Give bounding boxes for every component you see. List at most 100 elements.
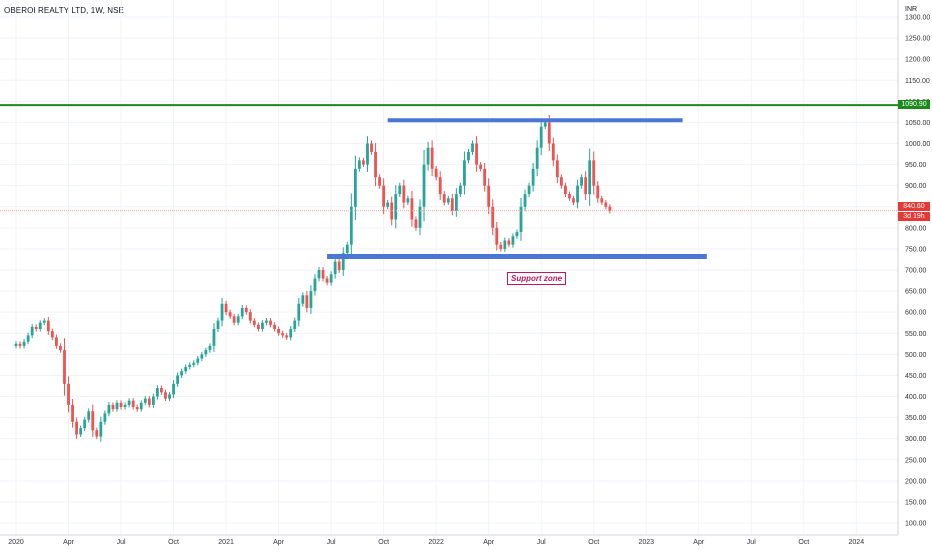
candle-body xyxy=(463,160,466,186)
candle-body xyxy=(301,295,305,304)
x-tick-label: Jul xyxy=(117,539,126,546)
candle-body xyxy=(103,413,107,422)
candle-body xyxy=(55,337,58,346)
y-tick-label: 350.00 xyxy=(905,415,927,422)
candle-body xyxy=(79,428,83,435)
x-tick-label: Oct xyxy=(798,539,809,546)
candle-body xyxy=(337,261,341,270)
candle-body xyxy=(450,198,454,211)
candle-body xyxy=(475,143,478,165)
y-tick-label: 250.00 xyxy=(905,457,927,464)
x-tick-label: Oct xyxy=(588,539,599,546)
candle-body xyxy=(265,320,268,323)
candle-body xyxy=(588,160,592,195)
candle-body xyxy=(236,316,240,323)
candle-body xyxy=(515,232,519,237)
candle-body xyxy=(414,219,418,228)
y-tick-label: 1150.00 xyxy=(905,78,930,85)
candle-body xyxy=(483,168,487,186)
candle-body xyxy=(398,185,402,195)
candle-body xyxy=(345,244,349,254)
candle-body xyxy=(572,198,575,203)
candle-body xyxy=(491,206,495,228)
candle-body xyxy=(333,261,337,275)
candle-body xyxy=(547,122,551,144)
support-zone-label: Support zone xyxy=(507,272,567,285)
candle-body xyxy=(507,240,511,245)
y-tick-label: 300.00 xyxy=(905,436,927,443)
candle-body xyxy=(172,383,175,395)
candle-body xyxy=(551,143,555,161)
candle-body xyxy=(358,160,361,169)
candle-body xyxy=(208,345,212,351)
candle-body xyxy=(26,335,30,342)
candle-body xyxy=(83,419,87,429)
candle-body xyxy=(576,185,579,203)
candle-body xyxy=(269,320,272,325)
y-tick-label: 950.00 xyxy=(905,162,927,169)
x-tick-label: 2020 xyxy=(8,539,24,546)
y-tick-label: 100.00 xyxy=(905,521,927,528)
y-tick-label: 600.00 xyxy=(905,310,927,317)
y-tick-label: 1300.00 xyxy=(905,15,930,22)
candle-body xyxy=(604,202,608,207)
candle-body xyxy=(531,168,535,186)
candle-body xyxy=(511,236,515,245)
x-tick-label: Oct xyxy=(378,539,389,546)
candle-body xyxy=(499,244,503,249)
candle-body xyxy=(543,122,547,127)
candle-body xyxy=(151,396,155,405)
y-tick-label: 400.00 xyxy=(905,394,927,401)
candle-body xyxy=(592,160,596,186)
candle-body xyxy=(196,358,200,363)
candle-body xyxy=(75,421,78,435)
candle-body xyxy=(111,404,115,410)
candle-body xyxy=(261,322,264,330)
candle-body xyxy=(418,206,422,228)
y-tick-label: 900.00 xyxy=(905,183,927,190)
chart-title: OBEROI REALTY LTD, 1W, NSE xyxy=(4,6,124,15)
countdown-tag: 3d 19h xyxy=(898,211,930,221)
candle-body xyxy=(164,392,167,399)
candle-body xyxy=(46,320,50,332)
candle-body xyxy=(406,198,410,203)
candle-body xyxy=(580,177,583,186)
candle-body xyxy=(285,335,289,338)
candle-body xyxy=(42,320,46,323)
y-tick-label: 750.00 xyxy=(905,246,927,253)
candle-body xyxy=(503,240,507,249)
candle-body xyxy=(224,303,228,313)
candle-body xyxy=(293,320,297,330)
candle-body xyxy=(228,312,232,317)
x-tick-label: Jul xyxy=(537,539,546,546)
candle-body xyxy=(539,126,543,148)
candle-body xyxy=(192,362,196,365)
candle-body xyxy=(204,350,208,355)
candle-body xyxy=(143,398,147,403)
candle-body xyxy=(168,394,171,399)
x-tick-label: 2022 xyxy=(428,539,444,546)
candle-body xyxy=(248,312,252,321)
candle-body xyxy=(200,354,204,359)
y-tick-label: 500.00 xyxy=(905,352,927,359)
candle-body xyxy=(422,164,426,207)
candle-body xyxy=(289,329,293,338)
candle-body xyxy=(374,151,377,178)
candle-body xyxy=(555,160,559,178)
candle-body xyxy=(321,270,325,279)
candle-body xyxy=(95,430,99,437)
candle-body xyxy=(382,185,386,207)
candle-body xyxy=(394,194,398,220)
candle-body xyxy=(212,329,216,346)
candle-body xyxy=(446,198,450,203)
candle-body xyxy=(107,404,111,414)
candle-body xyxy=(131,400,135,408)
candle-body xyxy=(123,404,127,408)
candle-body xyxy=(273,324,276,330)
candle-body xyxy=(325,278,329,283)
candle-body xyxy=(240,307,244,317)
candle-body xyxy=(471,143,474,152)
y-tick-label: 700.00 xyxy=(905,268,927,275)
candle-body xyxy=(495,227,499,245)
